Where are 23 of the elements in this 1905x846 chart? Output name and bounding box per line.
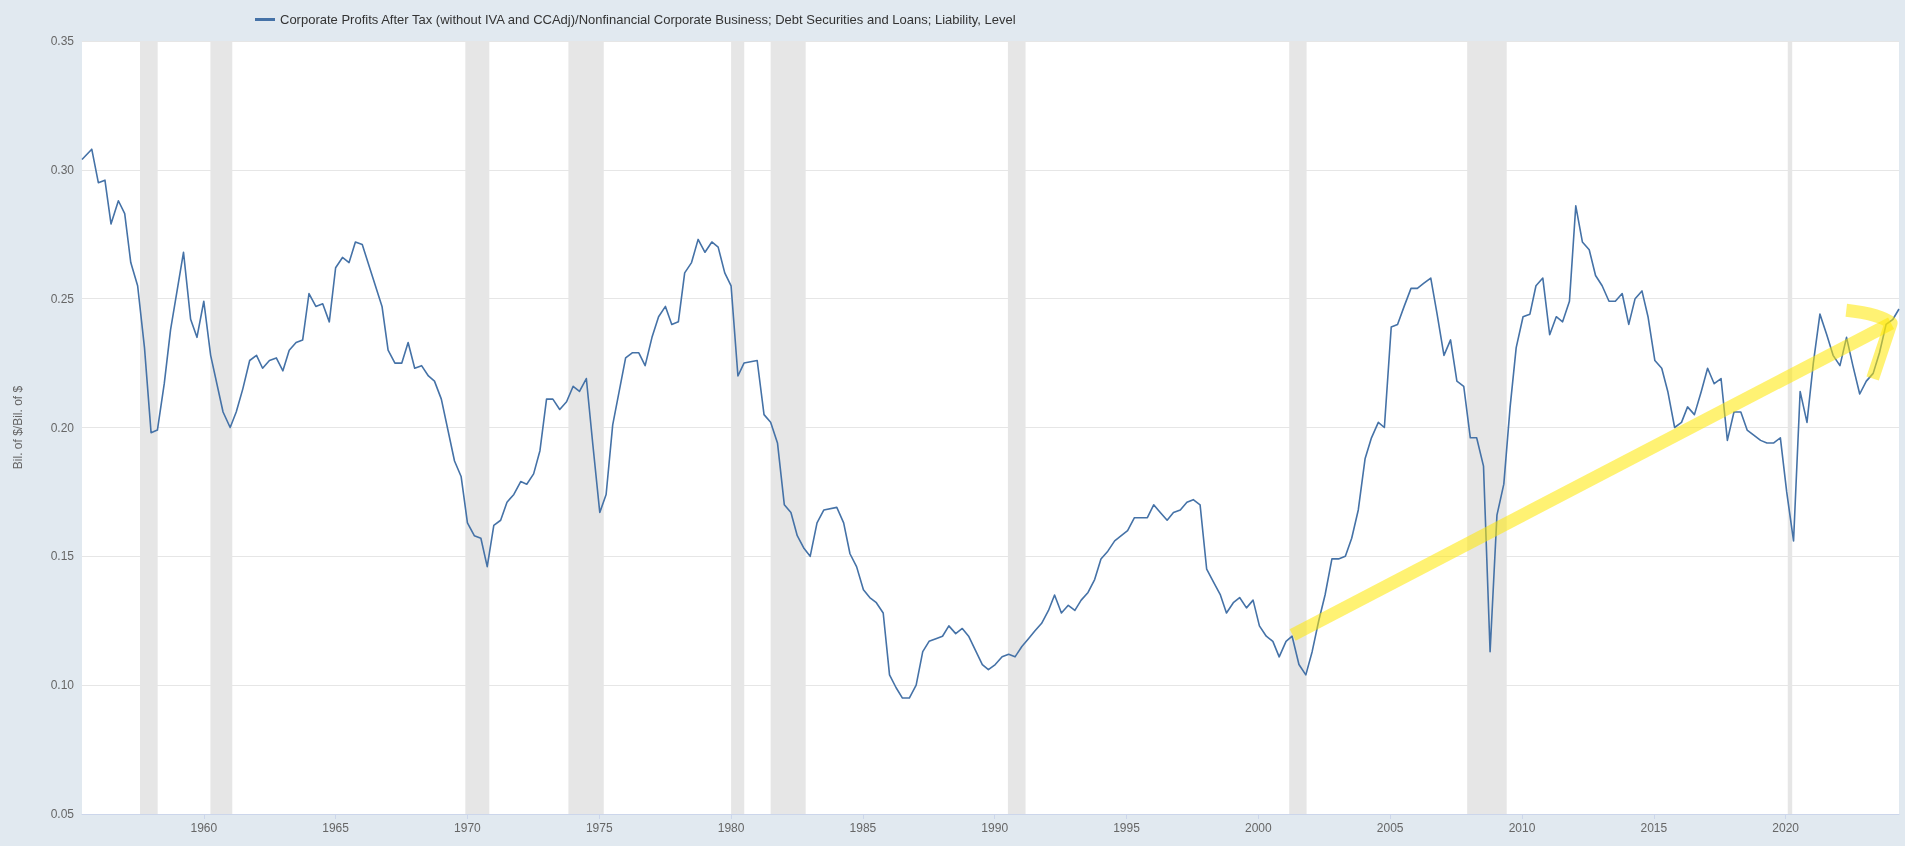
- x-tick-label: 1960: [190, 821, 218, 835]
- y-axis-title: Bil. of $/Bil. of $: [11, 385, 25, 470]
- x-tick-label: 1965: [322, 821, 350, 835]
- x-tick-label: 1980: [717, 821, 745, 835]
- y-tick-label: 0.20: [50, 420, 75, 435]
- x-tick-label: 1970: [454, 821, 482, 835]
- y-tick-label: 0.25: [50, 291, 75, 306]
- line-series: [81, 148, 1900, 699]
- legend-label: Corporate Profits After Tax (without IVA and CCAdj)/Nonfinancial Corporate Business; Debt Securities and Loans; Liability, Level: [280, 12, 1016, 27]
- x-tick-label: 2015: [1640, 821, 1668, 835]
- y-tick-label: 0.15: [50, 549, 75, 564]
- y-tick-label: 0.10: [50, 678, 75, 693]
- x-tick-label: 2010: [1508, 821, 1536, 835]
- x-tick-label: 1985: [849, 821, 877, 835]
- x-tick-label: 2005: [1376, 821, 1404, 835]
- x-tick-label: 1990: [981, 821, 1009, 835]
- x-tick-label: 1975: [585, 821, 613, 835]
- y-tick-label: 0.05: [50, 807, 75, 821]
- x-tick-label: 1995: [1113, 821, 1141, 835]
- x-tick-label: 2000: [1245, 821, 1273, 835]
- y-tick-label: 0.35: [50, 34, 75, 48]
- y-tick-label: 0.30: [50, 162, 75, 177]
- x-tick-label: 2020: [1772, 821, 1800, 835]
